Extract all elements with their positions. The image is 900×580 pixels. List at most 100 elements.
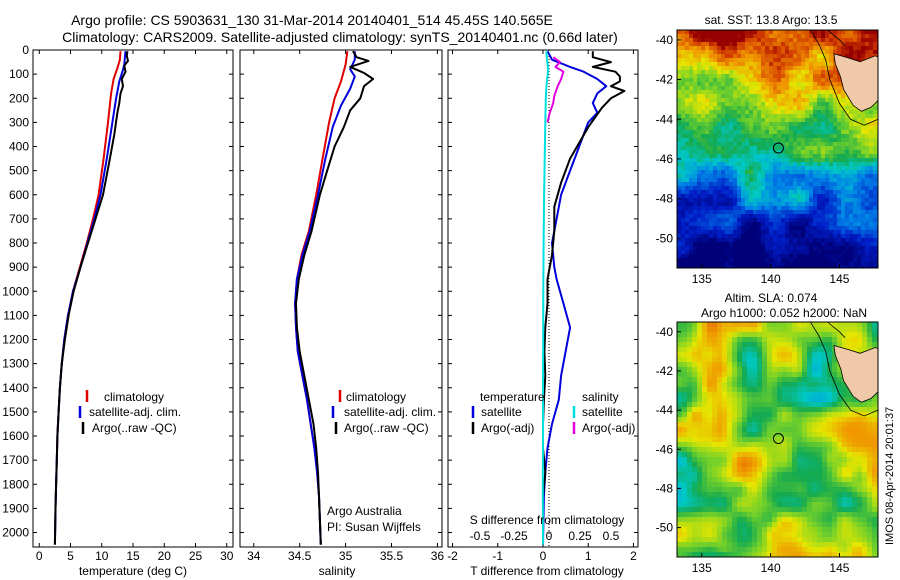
map-cell xyxy=(732,457,738,463)
map-cell xyxy=(741,230,746,235)
map-cell xyxy=(772,507,778,513)
map-cell xyxy=(717,174,722,179)
map-cell xyxy=(757,234,762,239)
depth-tick-label: 700 xyxy=(9,212,29,226)
map-cell xyxy=(847,392,853,398)
map-cell xyxy=(732,352,738,358)
map-cell xyxy=(762,427,768,433)
map-cell xyxy=(793,166,798,171)
map-cell xyxy=(702,487,708,493)
map-cell xyxy=(709,202,714,207)
map-cell xyxy=(749,138,754,143)
map-cell xyxy=(747,412,753,418)
map-cell xyxy=(772,417,778,423)
map-cell xyxy=(869,242,874,247)
map-cell xyxy=(725,118,730,123)
map-cell xyxy=(822,522,828,528)
map-cell xyxy=(809,210,814,215)
map-cell xyxy=(725,202,730,207)
map-cell xyxy=(773,58,778,63)
map-cell xyxy=(752,437,758,443)
map-cell xyxy=(677,242,682,247)
map-cell xyxy=(845,150,850,155)
map-cell xyxy=(757,178,762,183)
map-cell xyxy=(762,492,768,498)
map-cell xyxy=(845,210,850,215)
map-cell xyxy=(805,150,810,155)
map-cell xyxy=(857,194,862,199)
map-cell xyxy=(827,417,833,423)
map-cell xyxy=(789,78,794,83)
map-cell xyxy=(797,126,802,131)
map-cell xyxy=(701,266,706,268)
map-cell xyxy=(762,362,768,368)
map-cell xyxy=(745,154,750,159)
map-cell xyxy=(832,547,838,553)
map-cell xyxy=(737,206,742,211)
map-cell xyxy=(785,210,790,215)
map-cell xyxy=(777,34,782,39)
map-cell xyxy=(813,186,818,191)
map-cell xyxy=(677,377,683,383)
map-cell xyxy=(707,447,713,453)
map-cell xyxy=(765,46,770,51)
map-cell xyxy=(787,512,793,518)
map-cell xyxy=(682,337,688,343)
depth-tick-label: 1600 xyxy=(2,429,29,443)
map-cell xyxy=(677,202,682,207)
map-cell xyxy=(765,142,770,147)
map-cell xyxy=(682,542,688,548)
map-cell xyxy=(837,86,842,91)
map-cell xyxy=(785,42,790,47)
map-cell xyxy=(742,392,748,398)
map-cell xyxy=(853,110,858,115)
map-cell xyxy=(722,542,728,548)
map-cell xyxy=(809,202,814,207)
map-cell xyxy=(785,138,790,143)
depth-tick-label: 1800 xyxy=(2,477,29,491)
map-cell xyxy=(737,437,743,443)
map-cell xyxy=(865,162,870,167)
map-cell xyxy=(813,222,818,227)
map-cell xyxy=(713,70,718,75)
map-cell xyxy=(687,517,693,523)
map-cell xyxy=(692,507,698,513)
map-cell xyxy=(737,230,742,235)
map-cell xyxy=(837,214,842,219)
map-cell xyxy=(809,206,814,211)
map-cell xyxy=(809,66,814,71)
map-cell xyxy=(762,542,768,548)
map-cell xyxy=(722,432,728,438)
map-cell xyxy=(853,190,858,195)
map-cell xyxy=(677,194,682,199)
map-cell xyxy=(827,427,833,433)
map-cell xyxy=(745,114,750,119)
map-cell xyxy=(701,42,706,47)
map-cell xyxy=(817,162,822,167)
map-cell xyxy=(797,532,803,538)
map-cell xyxy=(813,42,818,47)
map-cell xyxy=(777,477,783,483)
map-cell xyxy=(749,70,754,75)
map-cell xyxy=(821,134,826,139)
map-cell xyxy=(853,182,858,187)
map-cell xyxy=(717,507,723,513)
map-cell xyxy=(827,517,833,523)
map-cell xyxy=(725,258,730,263)
map-cell xyxy=(827,492,833,498)
map-cell xyxy=(697,222,702,227)
map-cell xyxy=(697,186,702,191)
map-cell xyxy=(829,174,834,179)
map-cell xyxy=(841,246,846,251)
map-cell xyxy=(827,497,833,503)
map-cell xyxy=(725,86,730,91)
map-cell xyxy=(709,218,714,223)
map-cell xyxy=(832,342,838,348)
map-cell xyxy=(789,198,794,203)
map-cell xyxy=(801,210,806,215)
map-cell xyxy=(822,552,828,557)
depth-tick-label: 900 xyxy=(9,260,29,274)
map-cell xyxy=(702,327,708,333)
map-cell xyxy=(861,202,866,207)
map-cell xyxy=(681,162,686,167)
